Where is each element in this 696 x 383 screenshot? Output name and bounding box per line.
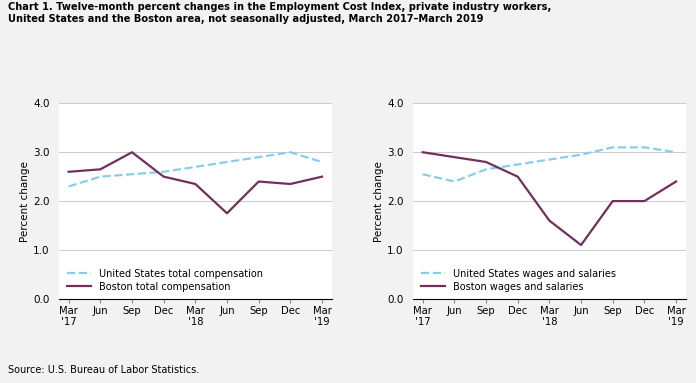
United States wages and salaries xyxy=(608,145,617,150)
Boston wages and salaries xyxy=(514,174,522,179)
Boston wages and salaries xyxy=(545,218,553,223)
Boston wages and salaries xyxy=(577,243,585,247)
Boston wages and salaries xyxy=(672,179,680,184)
Boston total compensation xyxy=(159,174,168,179)
United States total compensation xyxy=(65,184,73,189)
Y-axis label: Percent change: Percent change xyxy=(374,160,384,242)
Line: Boston total compensation: Boston total compensation xyxy=(69,152,322,213)
United States wages and salaries xyxy=(545,157,553,162)
Boston wages and salaries xyxy=(482,160,490,164)
United States total compensation xyxy=(128,172,136,177)
United States wages and salaries xyxy=(514,162,522,167)
Y-axis label: Percent change: Percent change xyxy=(20,160,30,242)
United States wages and salaries xyxy=(450,179,459,184)
Boston total compensation xyxy=(128,150,136,154)
Boston total compensation xyxy=(318,174,326,179)
Text: Source: U.S. Bureau of Labor Statistics.: Source: U.S. Bureau of Labor Statistics. xyxy=(8,365,200,375)
Legend: United States wages and salaries, Boston wages and salaries: United States wages and salaries, Boston… xyxy=(421,269,616,292)
Boston wages and salaries xyxy=(418,150,427,154)
United States wages and salaries xyxy=(418,172,427,177)
United States wages and salaries xyxy=(482,167,490,172)
Boston total compensation xyxy=(191,182,200,186)
Boston total compensation xyxy=(96,167,104,172)
Line: Boston wages and salaries: Boston wages and salaries xyxy=(422,152,676,245)
Boston total compensation xyxy=(65,169,73,174)
Boston total compensation xyxy=(255,179,263,184)
Legend: United States total compensation, Boston total compensation: United States total compensation, Boston… xyxy=(67,269,263,292)
United States wages and salaries xyxy=(640,145,649,150)
Text: Chart 1. Twelve-month percent changes in the Employment Cost Index, private indu: Chart 1. Twelve-month percent changes in… xyxy=(8,2,552,23)
United States total compensation xyxy=(191,165,200,169)
Boston wages and salaries xyxy=(450,155,459,159)
United States total compensation xyxy=(318,160,326,164)
United States wages and salaries xyxy=(577,152,585,157)
Boston total compensation xyxy=(223,211,231,216)
Line: United States wages and salaries: United States wages and salaries xyxy=(422,147,676,182)
Boston wages and salaries xyxy=(608,199,617,203)
Boston total compensation xyxy=(286,182,294,186)
Boston wages and salaries xyxy=(640,199,649,203)
United States total compensation xyxy=(159,169,168,174)
United States total compensation xyxy=(96,174,104,179)
United States total compensation xyxy=(286,150,294,154)
Line: United States total compensation: United States total compensation xyxy=(69,152,322,187)
United States wages and salaries xyxy=(672,150,680,154)
United States total compensation xyxy=(223,160,231,164)
United States total compensation xyxy=(255,155,263,159)
